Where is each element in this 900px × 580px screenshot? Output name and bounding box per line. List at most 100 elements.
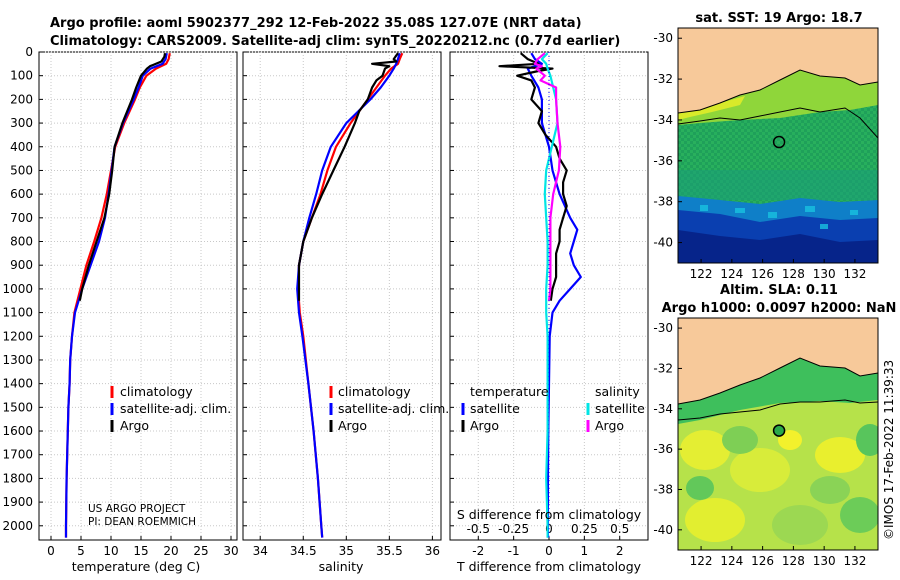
salinity-diff-tick-label: -0.5 (467, 522, 490, 536)
series-line-salinity-argo (533, 52, 562, 301)
salinity-series (296, 52, 404, 538)
difference-legend: temperature satellite Argo salinity sate… (461, 384, 645, 433)
map-lon-tick-label: 132 (843, 554, 866, 568)
sst-land (678, 28, 878, 113)
sla-map (678, 318, 878, 550)
salinity-xlabel: salinity (319, 559, 364, 574)
argo-position-marker (772, 424, 786, 437)
depth-tick-label: 400 (10, 140, 33, 154)
map-lon-tick-label: 128 (782, 267, 805, 281)
temperature-tick-label: 0 (47, 544, 55, 558)
map-lat-tick-label: -32 (653, 361, 673, 375)
sla-coastline (678, 357, 878, 405)
salinity-diff-tick-label: -0.25 (498, 522, 529, 536)
depth-tick-label: 1100 (2, 306, 33, 320)
header-line2: Climatology: CARS2009. Satellite-adj cli… (50, 34, 620, 49)
difference-tick-label: -2 (472, 544, 484, 558)
legend-argo: Argo (338, 418, 367, 433)
legend-t-argo: Argo (470, 418, 499, 433)
sla-land (678, 318, 878, 404)
map-lon-tick-label: 132 (843, 267, 866, 281)
credit-line1: US ARGO PROJECT (88, 503, 186, 515)
depth-tick-label: 1700 (2, 448, 33, 462)
depth-tick-label: 1500 (2, 400, 33, 414)
map-lon-tick-label: 122 (690, 267, 713, 281)
salinity-tick-label: 35.5 (376, 544, 403, 558)
difference-tick-label: -1 (508, 544, 520, 558)
sst-map (678, 28, 878, 263)
map-lon-tick-label: 122 (690, 554, 713, 568)
salinity-legend: climatology satellite-adj. clim. Argo (329, 384, 449, 433)
difference-tick-label: 0 (545, 544, 553, 558)
legend-climatology: climatology (338, 384, 411, 399)
map-lon-tick-label: 124 (720, 554, 743, 568)
difference-tick-label: 2 (616, 544, 624, 558)
depth-tick-label: 2000 (2, 519, 33, 533)
sst-map-frame (677, 27, 879, 264)
depth-tick-label: 1000 (2, 282, 33, 296)
x-axes: 0 5 10 15 20 25 30 34 34.5 35 35.5 36 -2 -1 0 1 2 -0.5 -0.… (47, 522, 629, 558)
map-lat-tick-label: -38 (653, 482, 673, 496)
legend-satellite: satellite-adj. clim. (338, 401, 449, 416)
sst-coastline (678, 69, 878, 114)
temperature-tick-label: 20 (163, 544, 178, 558)
map-lat-tick-label: -32 (653, 72, 673, 86)
depth-tick-label: 300 (10, 116, 33, 130)
sla-map-axes: 122 124 126 128 130 132 -30 -32 -34 -36 -38 -40 (653, 321, 866, 568)
depth-tick-label: 100 (10, 69, 33, 83)
temperature-series (64, 52, 171, 538)
salinity-tick-label: 35 (339, 544, 354, 558)
salinity-tick-label: 34.5 (290, 544, 317, 558)
legend-s-satellite: satellite (595, 401, 645, 416)
legend-salinity-title: salinity (595, 384, 640, 399)
depth-tick-label: 1600 (2, 424, 33, 438)
sst-coldest-band (678, 230, 878, 263)
header-line1: Argo profile: aoml 5902377_292 12-Feb-20… (50, 16, 582, 31)
sst-warmest (678, 96, 745, 120)
temperature-legend: climatology satellite-adj. clim. Argo (110, 384, 231, 433)
map-lat-tick-label: -30 (653, 31, 673, 45)
depth-tick-label: 1800 (2, 471, 33, 485)
difference-series (498, 52, 582, 538)
temperature-tick-label: 25 (193, 544, 208, 558)
map-lat-tick-label: -40 (653, 523, 673, 537)
salinity-diff-tick-label: 0.25 (571, 522, 598, 536)
temperature-tick-label: 10 (103, 544, 118, 558)
depth-tick-label: 700 (10, 211, 33, 225)
legend-argo: Argo (120, 418, 149, 433)
legend-t-satellite: satellite (470, 401, 520, 416)
depth-tick-label: 800 (10, 235, 33, 249)
depth-tick-label: 0 (25, 45, 33, 59)
map-lat-tick-label: -40 (653, 236, 673, 250)
sst-mid-band (678, 170, 878, 200)
temperature-tick-label: 30 (223, 544, 238, 558)
legend-satellite: satellite-adj. clim. (120, 401, 231, 416)
temperature-tick-label: 5 (77, 544, 85, 558)
temperature-tick-label: 15 (133, 544, 148, 558)
difference-xlabel: T difference from climatology (456, 559, 642, 574)
imos-watermark: ©IMOS 17-Feb-2022 11:39:33 (882, 360, 896, 540)
depth-axis: 0 100 200 300 400 500 600 700 800 900 1000 1100 1200… (2, 45, 33, 533)
sst-contour (678, 107, 878, 139)
map-lon-tick-label: 130 (813, 267, 836, 281)
sla-contour (678, 399, 878, 421)
depth-tick-label: 1200 (2, 329, 33, 343)
sla-map-title: Altim. SLA: 0.11 (720, 283, 838, 298)
map-lat-tick-label: -34 (653, 402, 673, 416)
map-lat-tick-label: -36 (653, 442, 673, 456)
sla-map-subtitle: Argo h1000: 0.0097 h2000: NaN (662, 301, 897, 316)
legend-s-argo: Argo (595, 418, 624, 433)
sst-speckles (700, 205, 858, 229)
depth-tick-label: 900 (10, 258, 33, 272)
depth-tick-label: 500 (10, 163, 33, 177)
sst-map-axes: 122 124 126 128 130 132 -30 -32 -34 -36 -38 -40 (653, 31, 866, 281)
depth-tick-label: 200 (10, 92, 33, 106)
map-lon-tick-label: 124 (720, 267, 743, 281)
series-line-satellite-adj-clim- (296, 52, 401, 538)
map-lon-tick-label: 128 (782, 554, 805, 568)
salinity-tick-label: 34 (253, 544, 268, 558)
sla-blobs (680, 424, 878, 545)
credit-line2: PI: DEAN ROEMMICH (88, 516, 196, 528)
series-line-satellite-adj-clim- (64, 52, 168, 538)
